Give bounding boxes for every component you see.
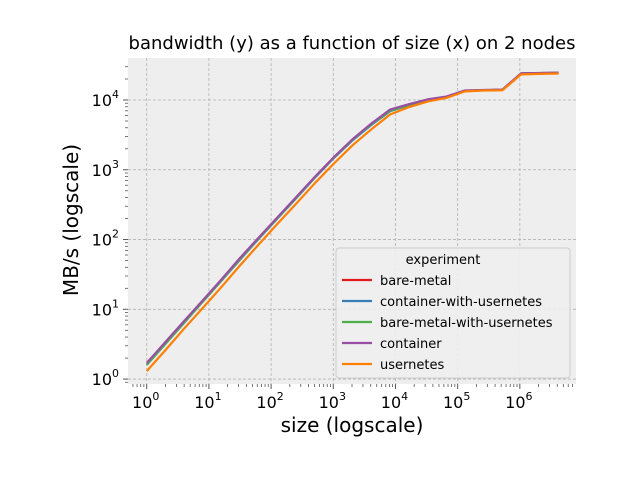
x-tick-label: 106 — [505, 390, 532, 412]
legend-entry-bare-metal-with-usernetes: bare-metal-with-usernetes — [380, 316, 553, 331]
x-tick-label: 104 — [381, 390, 408, 412]
y-tick-label: 103 — [92, 158, 119, 180]
legend: experiment bare-metal container-with-usern… — [335, 247, 571, 379]
y-tick-label: 101 — [92, 297, 119, 319]
legend-entry-container-with-usernetes: container-with-usernetes — [380, 295, 542, 310]
axes — [123, 66, 573, 389]
series-line-usernetes — [145, 72, 559, 372]
legend-entry-container: container — [380, 337, 442, 352]
legend-title: experiment — [406, 253, 481, 268]
x-axis-label: size (logscale) — [281, 413, 424, 437]
legend-entry-usernetes: usernetes — [380, 358, 444, 373]
series-lines — [145, 71, 559, 372]
x-tick-label: 102 — [256, 390, 283, 412]
x-tick-label: 100 — [132, 390, 159, 412]
x-tick-labels: 100 101 102 103 104 105 106 — [132, 390, 532, 412]
x-tick-label: 101 — [194, 390, 221, 412]
y-axis-label: MB/s (logscale) — [59, 144, 83, 296]
y-tick-label: 104 — [92, 88, 119, 110]
y-tick-label: 102 — [92, 228, 119, 250]
legend-box — [335, 247, 571, 379]
x-tick-label: 103 — [319, 390, 346, 412]
chart-title: bandwidth (y) as a function of size (x) … — [129, 33, 576, 54]
x-tick-label: 105 — [443, 390, 470, 412]
y-tick-labels: 100 101 102 103 104 — [92, 88, 119, 389]
y-tick-label: 100 — [92, 367, 119, 389]
legend-entry-bare-metal: bare-metal — [380, 274, 451, 289]
